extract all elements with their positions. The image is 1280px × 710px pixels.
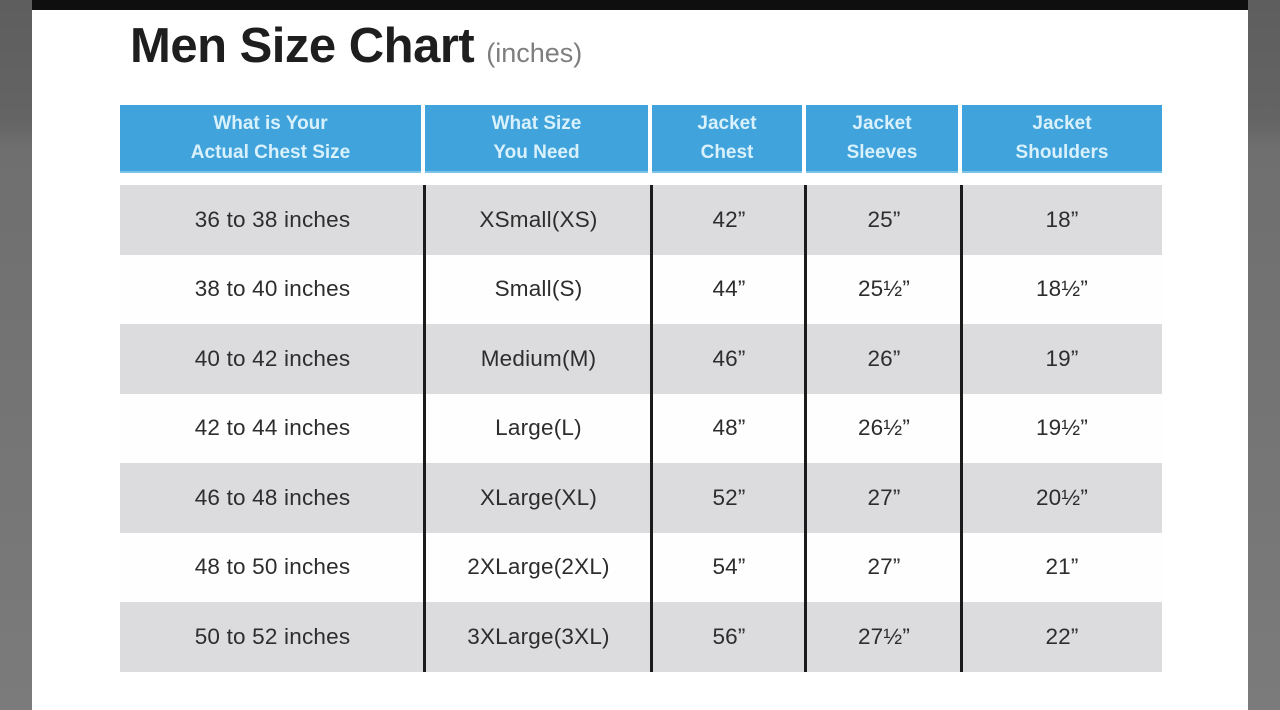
cell-size-name: Medium(M) [480, 345, 597, 371]
header-jacket-sleeves: Jacket Sleeves [806, 105, 958, 173]
header-actual-chest-size: What is Your Actual Chest Size [120, 105, 421, 173]
header-line: Actual Chest Size [190, 142, 351, 163]
cell-chest-range: 46 to 48 inches [194, 484, 351, 510]
header-jacket-chest: Jacket Chest [652, 105, 802, 173]
cell-jacket-chest: 52” [712, 484, 746, 510]
cell-size-name: XLarge(XL) [479, 484, 598, 510]
cell-jacket-chest: 48” [712, 415, 746, 441]
column-divider [804, 185, 807, 672]
cell-jacket-sleeves: 27” [867, 484, 901, 510]
table-body: 36 to 38 inches XSmall(XS) 42” 25” 18” 3… [120, 185, 1162, 672]
cell-chest-range: 42 to 44 inches [194, 415, 351, 441]
cell-chest-range: 40 to 42 inches [194, 345, 351, 371]
header-line: Shoulders [1015, 142, 1109, 163]
header-line: Jacket [697, 113, 757, 134]
table-row: 38 to 40 inches Small(S) 44” 25½” 18½” [120, 254, 1162, 324]
column-divider [423, 185, 426, 672]
cell-size-name: 2XLarge(2XL) [467, 554, 610, 580]
table-row: 50 to 52 inches 3XLarge(3XL) 56” 27½” 22… [120, 602, 1162, 672]
page-title-unit-suffix: (inches) [486, 38, 583, 68]
table-row: 48 to 50 inches 2XLarge(2XL) 54” 27” 21” [120, 532, 1162, 602]
cell-jacket-shoulders: 18” [1045, 206, 1079, 232]
header-line: What Size [491, 113, 582, 134]
cell-jacket-shoulders: 20½” [1035, 484, 1089, 510]
cell-jacket-shoulders: 21” [1045, 554, 1079, 580]
header-line: Jacket [1032, 113, 1092, 134]
table-row: 40 to 42 inches Medium(M) 46” 26” 19” [120, 324, 1162, 394]
header-jacket-shoulders: Jacket Shoulders [962, 105, 1162, 173]
page-title: Men Size Chart [130, 19, 475, 73]
cell-jacket-sleeves: 27” [867, 554, 901, 580]
cell-chest-range: 38 to 40 inches [194, 276, 351, 302]
cell-chest-range: 48 to 50 inches [194, 554, 351, 580]
cell-jacket-chest: 44” [712, 276, 746, 302]
frame-side-bar-right [1248, 0, 1280, 710]
table-header-row: What is Your Actual Chest Size What Size… [120, 105, 1162, 173]
cell-size-name: Small(S) [494, 276, 583, 302]
men-size-chart-table: What is Your Actual Chest Size What Size… [120, 105, 1162, 672]
cell-chest-range: 36 to 38 inches [194, 206, 351, 232]
column-divider [960, 185, 963, 672]
header-line: Sleeves [846, 142, 918, 163]
cell-jacket-sleeves: 26” [867, 345, 901, 371]
header-size-you-need: What Size You Need [425, 105, 648, 173]
cell-size-name: Large(L) [495, 415, 582, 441]
cell-size-name: XSmall(XS) [479, 206, 598, 232]
header-line: Chest [700, 142, 754, 163]
cell-jacket-sleeves: 25” [867, 206, 901, 232]
table-row: 36 to 38 inches XSmall(XS) 42” 25” 18” [120, 185, 1162, 255]
cell-jacket-chest: 56” [712, 623, 746, 649]
table-row: 46 to 48 inches XLarge(XL) 52” 27” 20½” [120, 463, 1162, 533]
cell-jacket-shoulders: 22” [1045, 623, 1079, 649]
cell-jacket-shoulders: 18½” [1035, 276, 1089, 302]
cell-jacket-chest: 46” [712, 345, 746, 371]
cell-jacket-sleeves: 26½” [857, 415, 911, 441]
cell-jacket-chest: 42” [712, 206, 746, 232]
table-row: 42 to 44 inches Large(L) 48” 26½” 19½” [120, 393, 1162, 463]
column-divider [650, 185, 653, 672]
cell-jacket-shoulders: 19½” [1035, 415, 1089, 441]
video-letterbox-top [0, 0, 1280, 10]
cell-jacket-shoulders: 19” [1045, 345, 1079, 371]
cell-jacket-chest: 54” [712, 554, 746, 580]
cell-chest-range: 50 to 52 inches [194, 623, 351, 649]
page-title-row: Men Size Chart (inches) [130, 18, 1030, 74]
cell-jacket-sleeves: 27½” [857, 623, 911, 649]
header-line: What is Your [213, 113, 328, 134]
frame-side-bar-left [0, 0, 32, 710]
cell-size-name: 3XLarge(3XL) [467, 623, 610, 649]
header-line: Jacket [852, 113, 912, 134]
header-line: You Need [493, 142, 580, 163]
cell-jacket-sleeves: 25½” [857, 276, 911, 302]
